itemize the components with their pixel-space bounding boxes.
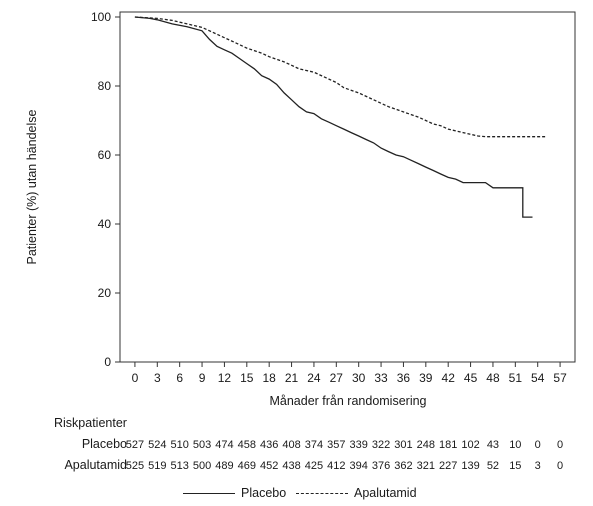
risk-value: 425 <box>304 460 324 472</box>
risk-value: 527 <box>125 439 145 451</box>
risk-value: 322 <box>371 439 391 451</box>
legend-line-solid <box>183 492 235 494</box>
risk-table-title: Riskpatienter <box>54 416 127 430</box>
series-line-apalutamid <box>134 16 546 138</box>
risk-value: 376 <box>371 460 391 472</box>
risk-value: 181 <box>439 439 458 451</box>
y-axis-title: Patienter (%) utan händelse <box>25 109 39 264</box>
y-tick-label: 40 <box>98 217 112 231</box>
risk-value: 412 <box>327 460 346 472</box>
x-tick-label: 45 <box>464 371 478 385</box>
x-tick-label: 30 <box>352 371 366 385</box>
legend-label-apalutamid: Apalutamid <box>354 486 417 500</box>
risk-value: 513 <box>170 460 189 472</box>
x-axis: 0 3 6 9 12 15 18 21 24 27 30 33 36 39 42 45 48 51 54 57 <box>132 362 567 385</box>
risk-value: 43 <box>486 439 500 451</box>
x-tick-label: 42 <box>442 371 456 385</box>
legend-label-placebo: Placebo <box>241 486 287 500</box>
x-tick-label: 3 <box>154 371 161 385</box>
risk-value: 321 <box>416 460 435 472</box>
risk-row-label: Apalutamid <box>64 458 127 472</box>
risk-value: 301 <box>394 439 413 451</box>
x-tick-label: 18 <box>263 371 277 385</box>
y-tick-label: 0 <box>104 355 111 369</box>
risk-value: 362 <box>394 460 413 472</box>
risk-value: 339 <box>349 439 368 451</box>
risk-value: 436 <box>259 439 279 451</box>
risk-value: 519 <box>148 460 167 472</box>
x-tick-label: 57 <box>553 371 567 385</box>
risk-value: 0 <box>534 439 541 451</box>
risk-value: 474 <box>215 439 234 451</box>
risk-value: 524 <box>148 439 167 451</box>
risk-value: 500 <box>192 460 212 472</box>
x-tick-label: 6 <box>176 371 183 385</box>
risk-value: 139 <box>461 460 480 472</box>
legend-line-dashed <box>296 492 348 494</box>
x-tick-label: 48 <box>486 371 500 385</box>
risk-value: 525 <box>125 460 145 472</box>
risk-value: 227 <box>439 460 458 472</box>
x-tick-label: 24 <box>307 371 321 385</box>
risk-value: 0 <box>557 439 564 451</box>
series-layer <box>134 16 546 218</box>
x-axis-title: Månader från randomisering <box>269 394 426 408</box>
x-tick-label: 36 <box>397 371 411 385</box>
y-tick-label: 60 <box>98 148 112 162</box>
x-tick-label: 9 <box>199 371 206 385</box>
risk-value: 52 <box>486 460 500 472</box>
risk-value: 15 <box>509 460 522 472</box>
risk-value: 469 <box>237 460 256 472</box>
x-tick-label: 33 <box>374 371 388 385</box>
series-line-placebo <box>134 16 533 218</box>
x-tick-label: 51 <box>509 371 523 385</box>
risk-value: 503 <box>192 439 212 451</box>
y-tick-label: 100 <box>91 10 111 24</box>
risk-value: 438 <box>282 460 301 472</box>
legend-item-apalutamid: Apalutamid <box>296 486 417 500</box>
risk-value: 452 <box>259 460 279 472</box>
risk-value: 458 <box>237 439 256 451</box>
x-tick-label: 39 <box>419 371 433 385</box>
x-tick-label: 21 <box>285 371 299 385</box>
risk-value: 510 <box>170 439 189 451</box>
risk-row-label: Placebo <box>81 437 127 451</box>
y-axis: 0 20 40 60 80 100 <box>91 10 120 369</box>
risk-value: 408 <box>282 439 301 451</box>
risk-value: 102 <box>461 439 480 451</box>
x-tick-label: 0 <box>132 371 139 385</box>
risk-value: 489 <box>215 460 234 472</box>
risk-value: 357 <box>327 439 346 451</box>
risk-value: 394 <box>349 460 368 472</box>
x-tick-label: 12 <box>218 371 232 385</box>
risk-value: 10 <box>509 439 522 451</box>
risk-value: 3 <box>534 460 541 472</box>
y-tick-label: 20 <box>98 286 112 300</box>
risk-value: 248 <box>416 439 435 451</box>
x-tick-label: 15 <box>240 371 254 385</box>
x-tick-label: 27 <box>330 371 344 385</box>
legend-item-placebo: Placebo <box>183 486 286 500</box>
plot-frame <box>119 11 576 363</box>
x-tick-label: 54 <box>531 371 545 385</box>
risk-value: 374 <box>304 439 324 451</box>
risk-value: 0 <box>557 460 564 472</box>
y-tick-label: 80 <box>98 79 112 93</box>
